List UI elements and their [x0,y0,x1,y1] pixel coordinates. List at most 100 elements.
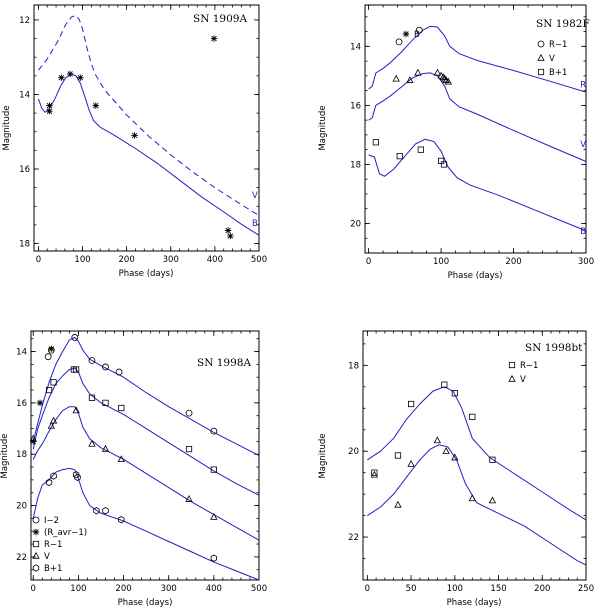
legend-label: (R_avr−1) [44,528,87,538]
x-axis-label: Phase (days) [447,598,502,608]
data-point-triangle [117,455,125,463]
data-point-star [46,102,53,109]
panel-title: SN 1998bt [525,342,583,354]
data-point-triangle [441,74,449,82]
model-curve [367,444,587,566]
data-point-triangle [72,406,80,414]
model-curves [367,386,587,566]
data-point-hexagon [72,471,80,479]
x-tick-label: 300 [163,255,179,265]
data-point-triangle [392,74,400,82]
data-point-star [58,74,65,81]
data-point-hexagon [74,473,81,481]
data-point-triangle [488,496,497,504]
data-point-triangle [442,447,450,454]
data-point-triangle [433,436,442,444]
data-point-square [210,466,217,473]
data-point-hexagon [210,554,218,562]
x-tick-label: 100 [70,584,86,594]
x-tick-label: 100 [447,584,463,594]
legend: R−1 V B+1 [537,40,567,78]
y-tick-label: 18 [19,240,30,250]
data-point-circle [102,363,109,371]
curve-labels: VB [252,191,258,229]
data-point-triangle [444,77,452,85]
legend-label: R−1 [549,40,567,50]
y-axis-label: Magnitude [0,433,10,478]
axis-ticks: 0 100 200 300 400 500 14 16 18 20 22 [16,331,267,594]
curve-label: B [252,219,258,229]
x-tick-label: 100 [433,257,449,267]
y-tick-label: 20 [348,447,359,457]
y-tick-label: 16 [16,399,27,409]
y-tick-label: 12 [19,16,30,26]
data-point-star [92,102,99,109]
x-tick-label: 0 [365,584,370,594]
legend-marker-square [32,540,40,548]
legend-label: V [549,54,555,64]
model-curve [368,25,587,93]
data-point-square [451,390,458,397]
data-point-hexagon [45,478,53,487]
x-axis-label: Phase (days) [448,271,503,281]
data-point-circle [115,368,123,376]
model-curve [37,73,260,236]
plot-frame [362,330,587,581]
model-curve [32,367,260,496]
data-point-star [66,70,74,78]
x-tick-label: 100 [74,255,90,265]
data-point-hexagon [118,516,125,524]
data-point-circle [395,38,403,46]
data-point-triangle [394,500,402,508]
panel-sn1998bt: SN 1998bt Phase (days) Magnitude 0 50 100 1… [318,330,594,608]
curve-label: V [252,191,258,201]
model-curves [37,14,260,236]
y-axis-label: Magnitude [318,433,328,478]
data-point-triangle [406,76,414,83]
data-point-circle [88,357,96,364]
legend-marker-hexagon [32,564,40,572]
y-tick-label: 14 [16,348,27,358]
y-tick-label: 14 [19,90,30,100]
model-curves [32,336,260,581]
data-point-star [77,74,84,81]
legend: B [402,30,420,40]
x-tick-label: 0 [366,257,371,267]
axis-ticks: 0 50 100 150 200 250 18 20 22 [348,331,594,594]
y-tick-label: 18 [16,450,27,460]
x-axis-label: Phase (days) [119,269,174,279]
legend-marker-triangle [508,374,516,382]
data-point-star [36,399,44,407]
data-point-square [372,139,379,146]
legend-label: V [520,375,526,385]
observations [46,35,234,240]
data-point-triangle [185,494,193,502]
data-point-triangle [49,416,58,424]
curve-label: V [580,140,586,150]
data-point-square [185,445,193,453]
y-axis-label: Magnitude [318,105,328,150]
legend-label: V [44,552,50,562]
panel-title: SN 1998A [197,357,251,369]
data-point-square [489,456,496,463]
x-tick-label: 500 [251,255,267,265]
model-curve [367,386,587,521]
x-tick-label: 200 [115,584,131,594]
legend-label: I−2 [44,516,59,526]
y-tick-label: 22 [348,533,359,543]
observations [29,334,218,562]
x-tick-label: 400 [206,584,222,594]
legend-marker-circle [32,516,40,524]
data-point-circle [44,353,52,361]
y-tick-label: 18 [350,160,361,170]
model-curve [368,138,587,232]
data-point-triangle [414,68,422,76]
data-point-triangle [29,434,37,442]
data-point-triangle [101,444,110,452]
y-tick-label: 20 [350,219,361,229]
data-point-triangle [468,494,476,502]
legend: I−2 (R_avr−1) R−1 V B+1 [32,516,87,574]
y-axis-label: Magnitude [2,105,12,150]
data-point-triangle [451,453,459,461]
